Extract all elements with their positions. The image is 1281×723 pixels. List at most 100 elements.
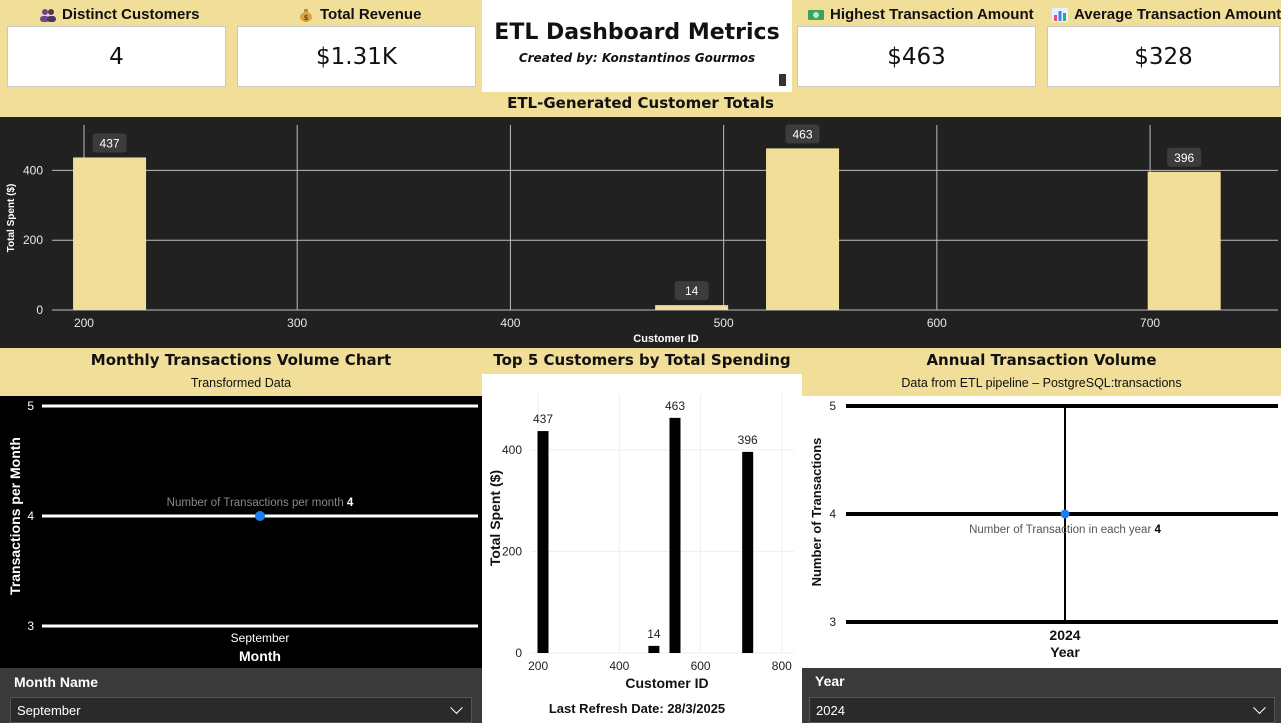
total-revenue-label: Total Revenue <box>320 6 422 23</box>
data-label: 463 <box>665 399 685 413</box>
bar <box>655 305 729 310</box>
y-tick-label: 0 <box>36 303 43 317</box>
monthly-chart-title: Monthly Transactions Volume Chart <box>90 351 392 369</box>
y-axis-title: Total Spent ($) <box>6 184 17 253</box>
x-axis-title: Year <box>1050 644 1080 660</box>
annual-chart-title: Annual Transaction Volume <box>926 351 1157 369</box>
month-dropdown[interactable]: September <box>10 697 472 723</box>
monthly-chart-panel: 3 4 5 September Number of Transactions per m… <box>0 396 482 668</box>
data-label: 437 <box>533 412 553 426</box>
average-transaction-label: Average Transaction Amount <box>1074 6 1281 23</box>
bar <box>648 645 660 653</box>
y-tick-label: 4 <box>829 507 836 521</box>
x-tick-label: 600 <box>927 316 947 330</box>
top5-chart-title: Top 5 Customers by Total Spending <box>493 351 791 369</box>
x-axis-title: Customer ID <box>625 675 708 691</box>
page-subtitle: Created by: Konstantinos Gourmos <box>518 51 756 65</box>
corner-marker <box>779 74 786 86</box>
x-tick-label: 400 <box>500 316 520 330</box>
month-slicer: Month Name September <box>0 668 482 723</box>
bar <box>742 451 754 653</box>
annual-chart: 3 4 5 2024 Number of Transaction in each yea… <box>809 399 1278 660</box>
x-axis-title: Customer ID <box>633 333 698 345</box>
y-tick-label: 5 <box>27 399 34 413</box>
x-tick-label: 700 <box>1140 316 1160 330</box>
y-tick-label: 4 <box>27 509 34 523</box>
annual-chart-subtitle: Data from ETL pipeline – PostgreSQL:tran… <box>901 376 1182 390</box>
x-tick-label: 2024 <box>1049 627 1080 643</box>
page-title: ETL Dashboard Metrics <box>494 20 780 45</box>
y-axis-title: Number of Transactions <box>809 438 824 587</box>
data-label: 14 <box>647 627 661 641</box>
y-tick-label: 200 <box>502 544 522 558</box>
bar-chart-icon <box>1052 7 1068 22</box>
highest-transaction-label: Highest Transaction Amount <box>830 6 1034 23</box>
data-label-bg <box>1167 147 1202 167</box>
distinct-customers-label: Distinct Customers <box>62 6 200 23</box>
year-slicer: Year 2024 <box>802 668 1281 723</box>
x-tick-label: 300 <box>287 316 307 330</box>
y-tick-label: 400 <box>23 163 43 177</box>
bar <box>537 431 549 653</box>
x-axis-title: Month <box>239 648 281 664</box>
data-point <box>1060 509 1070 519</box>
x-tick-label: 600 <box>691 659 711 673</box>
x-tick-label: 500 <box>714 316 734 330</box>
y-tick-label: 0 <box>515 646 522 660</box>
top5-chart: 200 400 600 800 0 200 400 437 14 463 396 Customer I… <box>487 394 794 691</box>
chevron-down-icon[interactable] <box>1253 701 1266 715</box>
distinct-customers-value: 4 <box>7 26 226 87</box>
x-tick-label: 200 <box>528 659 548 673</box>
customer-totals-chart-panel: 200 300 400 500 600 700 0 200 400 437 14 463 396 Cust… <box>0 117 1281 348</box>
monthly-chart-subtitle: Transformed Data <box>190 376 292 390</box>
year-slicer-label: Year <box>815 673 845 689</box>
annual-chart-panel: 3 4 5 2024 Number of Transaction in each yea… <box>802 396 1281 668</box>
y-tick-label: 3 <box>27 619 34 633</box>
y-tick-label: 400 <box>502 443 522 457</box>
year-dropdown-value: 2024 <box>816 702 845 718</box>
svg-text:$: $ <box>304 14 309 22</box>
monthly-chart: 3 4 5 September Number of Transactions per m… <box>7 399 478 664</box>
x-tick-label: September <box>231 631 290 645</box>
data-point <box>255 511 265 521</box>
highest-transaction-value: $463 <box>797 26 1036 87</box>
data-label-bg <box>785 124 820 144</box>
y-tick-label: 5 <box>829 399 836 413</box>
customer-totals-chart: 200 300 400 500 600 700 0 200 400 437 14 463 396 Cust… <box>6 124 1278 345</box>
chevron-down-icon[interactable] <box>450 701 463 715</box>
data-label: 396 <box>738 433 758 447</box>
people-icon <box>40 8 56 22</box>
total-revenue-header: $ Total Revenue <box>298 6 421 23</box>
money-bag-icon: $ <box>298 8 314 22</box>
point-tooltip: Number of Transaction in each year 4 <box>969 524 1161 536</box>
y-axis-title: Transactions per Month <box>7 437 23 595</box>
data-label-bg <box>92 133 127 153</box>
x-tick-label: 800 <box>772 659 792 673</box>
distinct-customers-header: Distinct Customers <box>40 6 200 23</box>
highest-transaction-header: Highest Transaction Amount <box>808 6 1034 23</box>
bar <box>669 417 681 653</box>
data-label: 14 <box>685 284 699 298</box>
top5-chart-panel: 200 400 600 800 0 200 400 437 14 463 396 Customer I… <box>482 374 802 723</box>
year-dropdown[interactable]: 2024 <box>809 697 1275 723</box>
title-card: ETL Dashboard Metrics Created by: Konsta… <box>482 0 792 92</box>
data-label: 437 <box>100 136 120 150</box>
banknote-icon <box>808 8 824 22</box>
bar <box>1147 171 1221 310</box>
last-refresh-date: Last Refresh Date: 28/3/2025 <box>548 701 726 716</box>
point-tooltip: Number of Transactions per month 4 <box>167 497 354 509</box>
data-label: 396 <box>1174 151 1194 165</box>
customer-totals-title: ETL-Generated Customer Totals <box>507 94 774 112</box>
average-transaction-value: $328 <box>1047 26 1280 87</box>
bar <box>73 157 147 310</box>
data-label-bg <box>674 281 709 301</box>
month-slicer-label: Month Name <box>14 674 98 690</box>
data-label: 463 <box>793 127 813 141</box>
y-tick-label: 200 <box>23 233 43 247</box>
y-axis-title: Total Spent ($) <box>487 470 503 566</box>
bar <box>766 148 840 310</box>
x-tick-label: 400 <box>609 659 629 673</box>
x-tick-label: 200 <box>74 316 94 330</box>
total-revenue-value: $1.31K <box>237 26 476 87</box>
y-tick-label: 3 <box>829 615 836 629</box>
